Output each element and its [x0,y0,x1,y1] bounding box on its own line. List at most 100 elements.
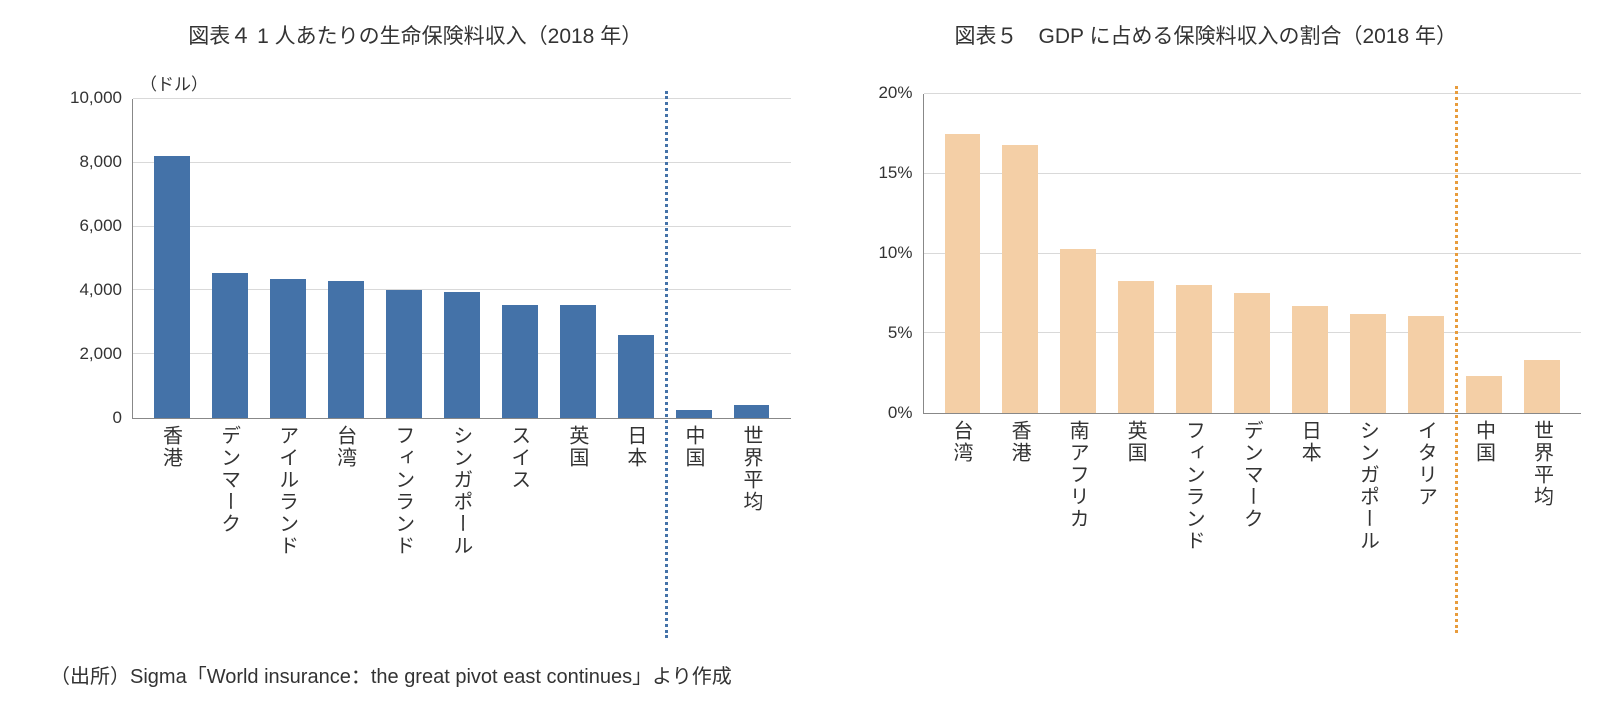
chart-right-plot [923,94,1582,414]
chart-right-bars [924,94,1582,413]
bar-slot [143,99,201,418]
x-label: イタリア [1411,420,1440,594]
bar [1292,306,1328,413]
bar-slot [1339,94,1397,413]
x-label-slot: 台湾 [316,425,374,599]
x-label-slot: シンガポール [432,425,490,599]
x-label: 香港 [1005,420,1034,594]
x-label-slot: 香港 [142,425,200,599]
bar-slot [1223,94,1281,413]
bar-slot [665,99,723,418]
chart-left-plot-wrap: 10,0008,0006,0004,0002,0000 [40,99,791,419]
source-text: （出所）Sigma「World insurance：the great pivo… [50,660,732,689]
bar [1408,316,1444,413]
chart-left-y-axis: 10,0008,0006,0004,0002,0000 [40,99,132,419]
x-label: デンマーク [1237,420,1266,594]
x-label-slot: イタリア [1397,420,1455,594]
x-label: フィンランド [389,425,418,599]
bar [618,335,654,418]
x-label: シンガポール [1353,420,1382,594]
bar-slot [723,99,781,418]
x-label-slot: 英国 [548,425,606,599]
bar-slot [375,99,433,418]
x-label-slot: 世界平均 [722,425,780,599]
x-label: アイルランド [273,425,302,599]
bar [154,156,190,418]
x-label: デンマーク [215,425,244,599]
x-label: 世界平均 [1527,420,1556,594]
bar [328,281,364,418]
bar-slot [1397,94,1455,413]
x-label-slot: シンガポール [1339,420,1397,594]
bar-slot [1513,94,1571,413]
x-label-slot: 台湾 [933,420,991,594]
x-label-slot: 世界平均 [1513,420,1571,594]
x-label: 英国 [563,425,592,599]
bar-slot [433,99,491,418]
chart-left-plot [132,99,791,419]
x-label: 中国 [679,425,708,599]
chart-right-title: 図表５ GDP に占める保険料収入の割合（2018 年） [831,20,1582,50]
x-label: 日本 [621,425,650,599]
bar-slot [317,99,375,418]
bar [1002,145,1038,413]
chart-right-panel: 図表５ GDP に占める保険料収入の割合（2018 年） 20%15%10%5%… [831,20,1582,599]
bar [676,410,712,418]
x-label-slot: 日本 [1281,420,1339,594]
bar-slot [1455,94,1513,413]
x-label: 日本 [1295,420,1324,594]
bar [502,305,538,418]
chart-right-x-labels: 台湾香港南アフリカ英国フィンランドデンマーク日本シンガポールイタリア中国世界平均 [923,414,1582,594]
bar-slot [1049,94,1107,413]
x-label-slot: 英国 [1107,420,1165,594]
x-label: 香港 [157,425,186,599]
x-label: 台湾 [947,420,976,594]
x-label: シンガポール [447,425,476,599]
x-label-slot: フィンランド [374,425,432,599]
bar [945,134,981,413]
x-label-slot: デンマーク [1223,420,1281,594]
chart-right-y-axis: 20%15%10%5%0% [831,94,923,414]
bar-slot [549,99,607,418]
bar [1176,285,1212,413]
bar-slot [1107,94,1165,413]
x-label-slot: 中国 [1455,420,1513,594]
divider-line [1455,86,1458,633]
bar-slot [607,99,665,418]
bar [1234,293,1270,413]
x-label-slot: アイルランド [258,425,316,599]
x-label: 台湾 [331,425,360,599]
bar [212,273,248,418]
chart-left-x-labels: 香港デンマークアイルランド台湾フィンランドシンガポールスイス英国日本中国世界平均 [132,419,791,599]
bar [444,292,480,418]
bar-slot [491,99,549,418]
x-label: フィンランド [1179,420,1208,594]
x-label-slot: フィンランド [1165,420,1223,594]
divider-line [665,91,668,638]
chart-left-title: 図表４ 1 人あたりの生命保険料収入（2018 年） [40,20,791,50]
bar-slot [1281,94,1339,413]
chart-right-y-unit-spacer [931,70,1582,90]
x-label: スイス [505,425,534,599]
x-label-slot: 中国 [664,425,722,599]
x-label-slot: スイス [490,425,548,599]
bar [1118,281,1154,413]
bar-slot [201,99,259,418]
bar [270,279,306,418]
bar-slot [991,94,1049,413]
x-label: 英国 [1121,420,1150,594]
x-label-slot: 香港 [991,420,1049,594]
chart-right-plot-wrap: 20%15%10%5%0% [831,94,1582,414]
x-label: 中国 [1469,420,1498,594]
bar [386,290,422,418]
x-label-slot: 日本 [606,425,664,599]
bar [1060,249,1096,413]
x-label: 南アフリカ [1063,420,1092,594]
x-label-slot: 南アフリカ [1049,420,1107,594]
bar [1350,314,1386,413]
charts-container: 図表４ 1 人あたりの生命保険料収入（2018 年） （ドル） 10,0008,… [0,0,1621,609]
bar-slot [934,94,992,413]
bar-slot [259,99,317,418]
bar-slot [1165,94,1223,413]
bar [1466,376,1502,413]
